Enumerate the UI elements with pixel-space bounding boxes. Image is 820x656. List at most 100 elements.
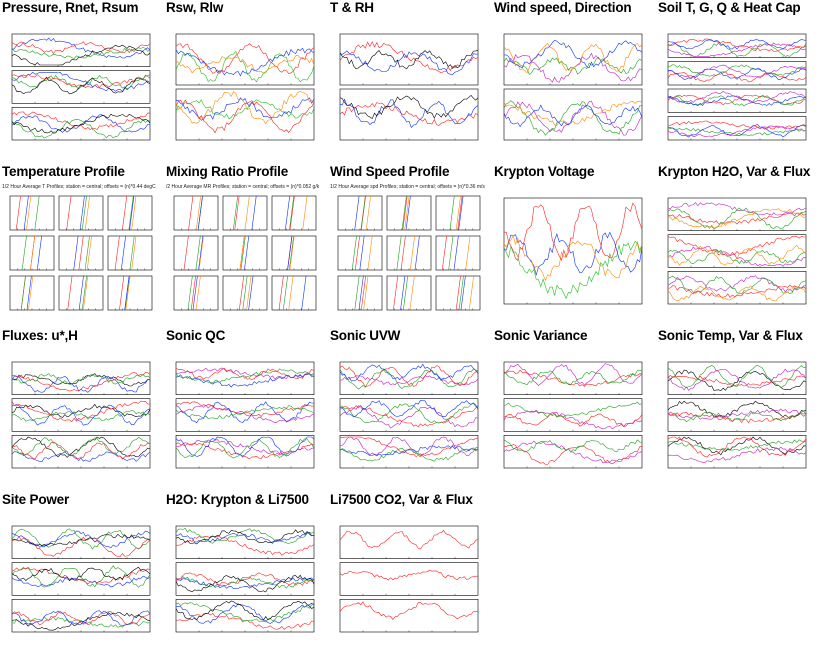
plot-panel (667, 116, 807, 141)
plot-svg (339, 525, 479, 633)
plot-thumbnail[interactable]: Rsw, Rlw (164, 0, 328, 164)
plot-image (168, 350, 322, 480)
plot-thumbnail[interactable]: Sonic Temp, Var & Flux (656, 328, 820, 492)
plot-panel (339, 599, 479, 633)
series-line (175, 401, 315, 417)
plot-title: Li7500 CO2, Var & Flux (330, 492, 473, 507)
series-line (453, 235, 459, 270)
series-line (503, 202, 643, 262)
plot-thumbnail[interactable]: T & RH (328, 0, 492, 164)
series-line (667, 64, 807, 77)
series-line (667, 439, 807, 452)
plot-panel (173, 195, 219, 231)
series-line (465, 236, 471, 271)
series-line (504, 231, 643, 277)
series-line (667, 39, 807, 50)
series-line (667, 446, 807, 464)
plot-title: Mixing Ratio Profile (166, 164, 289, 179)
series-line (503, 401, 643, 418)
plot-thumbnail[interactable]: Mixing Ratio Profile/2 Hour Average MR P… (164, 164, 328, 328)
plot-image (4, 186, 158, 316)
series-line (175, 97, 315, 121)
plot-panel (386, 195, 432, 231)
series-line (455, 276, 461, 311)
series-line (119, 276, 125, 311)
series-line (667, 95, 807, 107)
plot-thumbnail[interactable]: Wind speed, Direction (492, 0, 656, 164)
series-line (289, 236, 295, 271)
plot-title: Krypton H2O, Var & Flux (658, 164, 811, 179)
series-line (503, 40, 643, 69)
series-line (175, 602, 315, 624)
plot-image (660, 350, 814, 480)
plot-title: Fluxes: u*,H (2, 328, 78, 343)
series-line (289, 195, 295, 231)
plot-panel (107, 235, 153, 271)
series-line (175, 404, 315, 424)
series-line (11, 533, 151, 546)
series-line (457, 195, 463, 231)
series-line (354, 235, 360, 271)
plot-subtitle: /2 Hour Average MR Profiles; station = c… (166, 184, 320, 190)
series-line (26, 196, 32, 231)
series-line (192, 275, 198, 311)
series-line (175, 405, 315, 420)
series-line (195, 235, 201, 271)
plot-panel (339, 88, 479, 141)
plot-thumbnail[interactable]: Sonic UVW (328, 328, 492, 492)
series-line (449, 195, 455, 231)
series-line (121, 235, 126, 270)
series-line (128, 195, 134, 231)
plot-thumbnail[interactable]: Pressure, Rnet, Rsum (0, 0, 164, 164)
series-line (11, 612, 150, 631)
plot-thumbnail[interactable]: Fluxes: u*,H (0, 328, 164, 492)
series-line (339, 399, 479, 418)
series-line (339, 375, 479, 386)
series-line (667, 95, 807, 107)
series-line (78, 275, 84, 311)
series-line (11, 400, 151, 423)
series-line (667, 42, 807, 57)
series-line (198, 235, 204, 271)
series-line (11, 610, 151, 626)
plot-thumbnail[interactable]: Li7500 CO2, Var & Flux (328, 492, 492, 656)
plot-thumbnail[interactable]: Sonic Variance (492, 328, 656, 492)
plot-title: Sonic Variance (494, 328, 588, 343)
series-line (242, 275, 248, 310)
plot-svg (11, 525, 151, 633)
plot-thumbnail[interactable]: Site Power (0, 492, 164, 656)
series-line (339, 447, 479, 462)
series-line (11, 41, 151, 55)
series-line (339, 98, 479, 128)
plot-thumbnail[interactable]: Krypton Voltage (492, 164, 656, 328)
plot-thumbnail[interactable]: H2O: Krypton & Li7500 (164, 492, 328, 656)
plot-panel (337, 235, 383, 271)
plot-thumbnail[interactable]: Temperature Profile 1/2 Hour Average T Pr… (0, 164, 164, 328)
series-line (339, 601, 479, 620)
series-line (187, 275, 193, 310)
plot-thumbnail[interactable]: Krypton H2O, Var & Flux (656, 164, 820, 328)
series-line (667, 249, 807, 265)
series-line (503, 100, 643, 126)
plot-panel (435, 195, 481, 231)
series-line (339, 50, 479, 70)
series-line (67, 275, 73, 310)
series-line (175, 401, 315, 424)
series-line (503, 234, 643, 282)
series-line (175, 50, 315, 83)
plot-thumbnail[interactable]: Wind Speed Profile 1/2 Hour Average spd P… (328, 164, 492, 328)
series-line (503, 100, 643, 136)
series-line (358, 275, 364, 310)
series-line (404, 195, 410, 230)
plot-panel (175, 398, 315, 432)
series-line (339, 529, 479, 550)
plot-title: Temperature Profile (2, 164, 125, 179)
series-line (129, 235, 135, 271)
series-line (11, 566, 151, 582)
plot-thumbnail[interactable]: Soil T, G, Q & Heat Cap (656, 0, 820, 164)
plot-svg (503, 197, 643, 305)
series-line (503, 444, 643, 465)
series-line (339, 368, 479, 390)
series-line (667, 124, 807, 138)
plot-thumbnail[interactable]: Sonic QC (164, 328, 328, 492)
